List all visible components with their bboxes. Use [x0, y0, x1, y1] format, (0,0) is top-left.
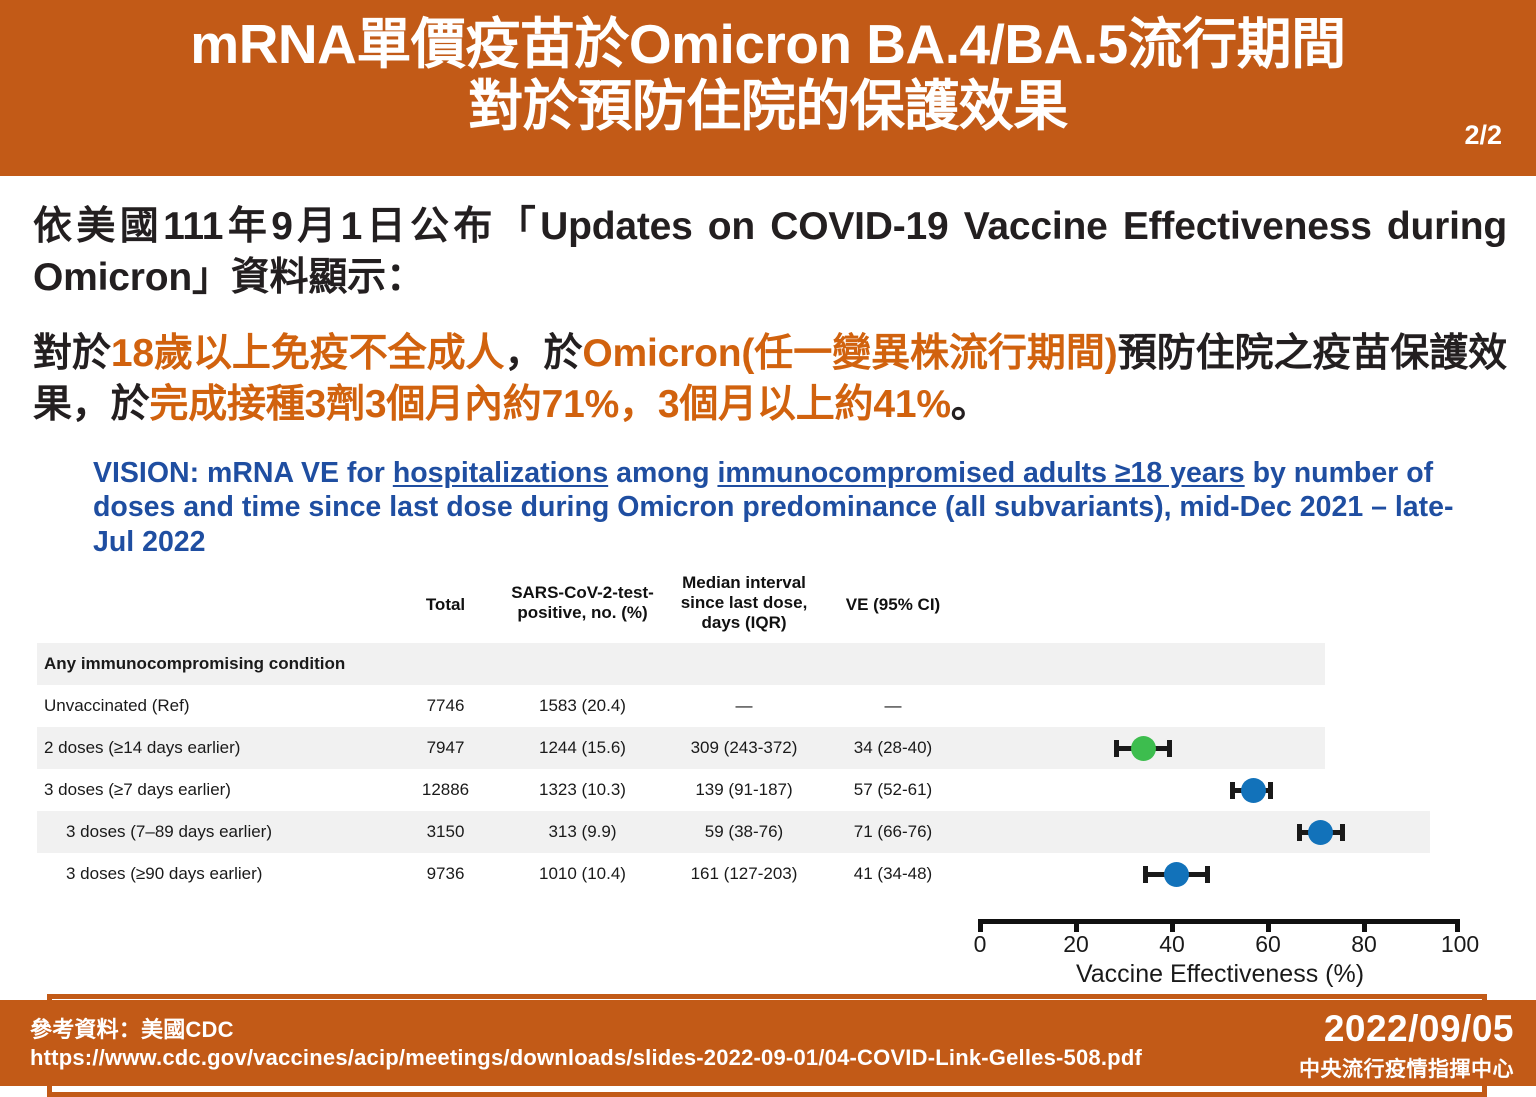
table-column-headers: Total SARS-CoV-2-test- positive, no. (%)… — [0, 571, 1536, 641]
footer-date: 2022/09/05 — [1323, 1008, 1514, 1049]
row-median-interval: 161 (127-203) — [690, 864, 798, 883]
ve-point-marker — [1241, 777, 1267, 803]
reference-label: 參考資料：美國CDC — [30, 1017, 234, 1042]
summary-paragraph-segment-2: ，於 — [504, 332, 583, 375]
row-median-interval: — — [735, 696, 753, 715]
row-label: Any immunocompromising condition — [44, 654, 346, 673]
row-median-interval: 59 (38-76) — [704, 822, 784, 841]
row-total: 7746 — [426, 696, 465, 715]
row-band — [37, 643, 1325, 685]
row-test-positive: 1583 (20.4) — [539, 696, 626, 715]
figure-heading-segment-3: immunocompromised adults ≥18 years — [717, 457, 1245, 489]
axis-tick — [1266, 919, 1271, 932]
row-band — [37, 811, 1430, 853]
summary-paragraph-segment-6: 。 — [950, 383, 990, 427]
row-total: 12886 — [421, 780, 470, 799]
ci-cap-high — [1267, 781, 1273, 799]
ci-line — [1229, 787, 1273, 793]
row-test-positive: 1244 (15.6) — [539, 738, 626, 757]
ci-cap-low — [1229, 781, 1235, 799]
row-test-positive: 1323 (10.3) — [539, 780, 626, 799]
row-ve: 34 (28-40) — [853, 738, 933, 757]
column-header-total: Total — [425, 595, 466, 614]
ci-line — [1143, 871, 1211, 877]
ci-cap-high — [1205, 865, 1211, 883]
row-ve: 57 (52-61) — [853, 780, 933, 799]
column-header-median-interval: Median interval since last dose, days (I… — [680, 573, 808, 633]
axis-tick-label: 0 — [973, 931, 987, 957]
row-label: 3 doses (≥7 days earlier) — [44, 780, 231, 799]
row-total: 9736 — [426, 864, 465, 883]
summary-paragraph-segment-1: 18歲以上免疫不全成人 — [110, 332, 505, 375]
row-ve: 71 (66-76) — [853, 822, 933, 841]
slide-body: 依美國111年9月1日公布「Updates on COVID-19 Vaccin… — [0, 176, 1536, 1097]
figure-heading-segment-4: by number of doses and time since last d… — [93, 457, 1454, 558]
ci-cap-low — [1143, 865, 1149, 883]
row-median-interval: 309 (243-372) — [690, 738, 798, 757]
vision-ve-figure: Total SARS-CoV-2-test- positive, no. (%)… — [0, 571, 1536, 1097]
row-label: 3 doses (7–89 days earlier) — [66, 822, 273, 841]
intro-paragraph-segment-0: 依美國111年9月1日公布「Updates on COVID-19 Vaccin… — [33, 205, 1507, 300]
summary-paragraph: 對於18歲以上免疫不全成人，於Omicron(任一變異株流行期間)預防住院之疫苗… — [33, 328, 1507, 431]
slide-footer: 參考資料：美國CDC https://www.cdc.gov/vaccines/… — [0, 1000, 1536, 1086]
column-header-test-positive: SARS-CoV-2-test- positive, no. (%) — [511, 583, 654, 623]
row-label: Unvaccinated (Ref) — [44, 696, 190, 715]
row-ve: — — [884, 696, 902, 715]
row-total: 3150 — [426, 822, 465, 841]
row-ve: 41 (34-48) — [853, 864, 933, 883]
column-header-ve: VE (95% CI) — [845, 595, 941, 614]
row-median-interval: 139 (91-187) — [695, 780, 793, 799]
row-label: 3 doses (≥90 days earlier) — [66, 864, 263, 883]
summary-paragraph-segment-3: Omicron(任一變異株流行期間) — [582, 332, 1118, 375]
page-counter: 2/2 — [1464, 120, 1502, 150]
ve-point-marker — [1164, 861, 1190, 887]
intro-paragraph: 依美國111年9月1日公布「Updates on COVID-19 Vaccin… — [33, 201, 1507, 304]
axis-title: Vaccine Effectiveness (%) — [1075, 960, 1365, 988]
slide-header: mRNA單價疫苗於Omicron BA.4/BA.5流行期間 對於預防住院的保護… — [0, 0, 1536, 176]
axis-tick — [1074, 919, 1079, 932]
summary-paragraph-segment-0: 對於 — [33, 332, 111, 375]
figure-heading-segment-0: VISION: mRNA VE for — [93, 457, 393, 489]
axis-tick — [978, 919, 983, 932]
footer-organization: 中央流行疫情指揮中心 — [1299, 1058, 1514, 1081]
axis-tick — [1170, 919, 1175, 932]
row-total: 7947 — [426, 738, 465, 757]
axis-tick-label: 40 — [1159, 931, 1185, 957]
axis-tick — [1362, 919, 1367, 932]
row-test-positive: 313 (9.9) — [548, 822, 617, 841]
reference-url[interactable]: https://www.cdc.gov/vaccines/acip/meetin… — [30, 1045, 1142, 1070]
row-band — [37, 727, 1325, 769]
figure-heading: VISION: mRNA VE for hospitalizations amo… — [93, 456, 1473, 559]
axis-tick-label: 100 — [1440, 931, 1480, 957]
figure-heading-segment-1: hospitalizations — [392, 457, 609, 489]
axis-tick — [1455, 919, 1460, 932]
axis-tick-label: 60 — [1255, 931, 1281, 957]
axis-tick-label: 80 — [1351, 931, 1377, 957]
summary-paragraph-segment-4: 預防住院之疫苗保護效果，於 — [33, 332, 1507, 427]
forest-plot-axis: 0 20 40 60 80 100 Vaccine Effectiveness (%) — [0, 905, 1536, 988]
summary-paragraph-segment-5: 完成接種3劑3個月內約71%，3個月以上約41% — [149, 383, 951, 427]
row-label: 2 doses (≥14 days earlier) — [44, 738, 241, 757]
page-title: mRNA單價疫苗於Omicron BA.4/BA.5流行期間 對於預防住院的保護… — [190, 13, 1346, 137]
figure-heading-segment-2: among — [608, 457, 718, 489]
axis-line — [980, 919, 1460, 924]
axis-tick-label: 20 — [1063, 931, 1089, 957]
row-test-positive: 1010 (10.4) — [539, 864, 626, 883]
